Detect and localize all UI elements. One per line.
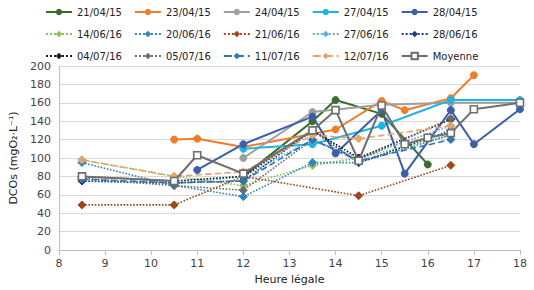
svg-text:21/04/15: 21/04/15 <box>77 7 122 18</box>
svg-text:Moyenne: Moyenne <box>433 51 479 62</box>
svg-text:20: 20 <box>37 225 51 238</box>
svg-text:9: 9 <box>102 257 109 270</box>
svg-text:20/06/16: 20/06/16 <box>166 29 211 40</box>
svg-text:14: 14 <box>329 257 343 270</box>
svg-text:8: 8 <box>55 257 62 270</box>
svg-text:15: 15 <box>375 257 389 270</box>
svg-text:13: 13 <box>282 257 296 270</box>
svg-text:40: 40 <box>37 207 51 220</box>
svg-text:11/07/16: 11/07/16 <box>255 51 300 62</box>
svg-text:18: 18 <box>513 257 527 270</box>
svg-text:16: 16 <box>421 257 435 270</box>
svg-text:21/06/16: 21/06/16 <box>255 29 300 40</box>
svg-text:180: 180 <box>30 78 51 91</box>
svg-text:27/04/15: 27/04/15 <box>344 7 389 18</box>
svg-text:DCOs (mgO₂·L⁻¹): DCOs (mgO₂·L⁻¹) <box>7 111 20 204</box>
svg-text:12/07/16: 12/07/16 <box>344 51 389 62</box>
svg-text:60: 60 <box>37 188 51 201</box>
svg-text:24/04/15: 24/04/15 <box>255 7 300 18</box>
svg-text:0: 0 <box>44 244 51 257</box>
svg-text:80: 80 <box>37 170 51 183</box>
svg-text:140: 140 <box>30 115 51 128</box>
svg-text:12: 12 <box>236 257 250 270</box>
svg-text:28/04/15: 28/04/15 <box>433 7 478 18</box>
svg-text:28/06/16: 28/06/16 <box>433 29 478 40</box>
svg-text:17: 17 <box>467 257 481 270</box>
svg-text:200: 200 <box>30 60 51 73</box>
svg-text:05/07/16: 05/07/16 <box>166 51 211 62</box>
svg-text:10: 10 <box>144 257 158 270</box>
svg-text:14/06/16: 14/06/16 <box>77 29 122 40</box>
svg-text:160: 160 <box>30 96 51 109</box>
svg-text:23/04/15: 23/04/15 <box>166 7 211 18</box>
svg-text:100: 100 <box>30 152 51 165</box>
svg-text:120: 120 <box>30 133 51 146</box>
svg-text:Heure légale: Heure légale <box>254 273 324 286</box>
svg-text:27/06/16: 27/06/16 <box>344 29 389 40</box>
svg-text:04/07/16: 04/07/16 <box>77 51 122 62</box>
svg-text:11: 11 <box>190 257 204 270</box>
